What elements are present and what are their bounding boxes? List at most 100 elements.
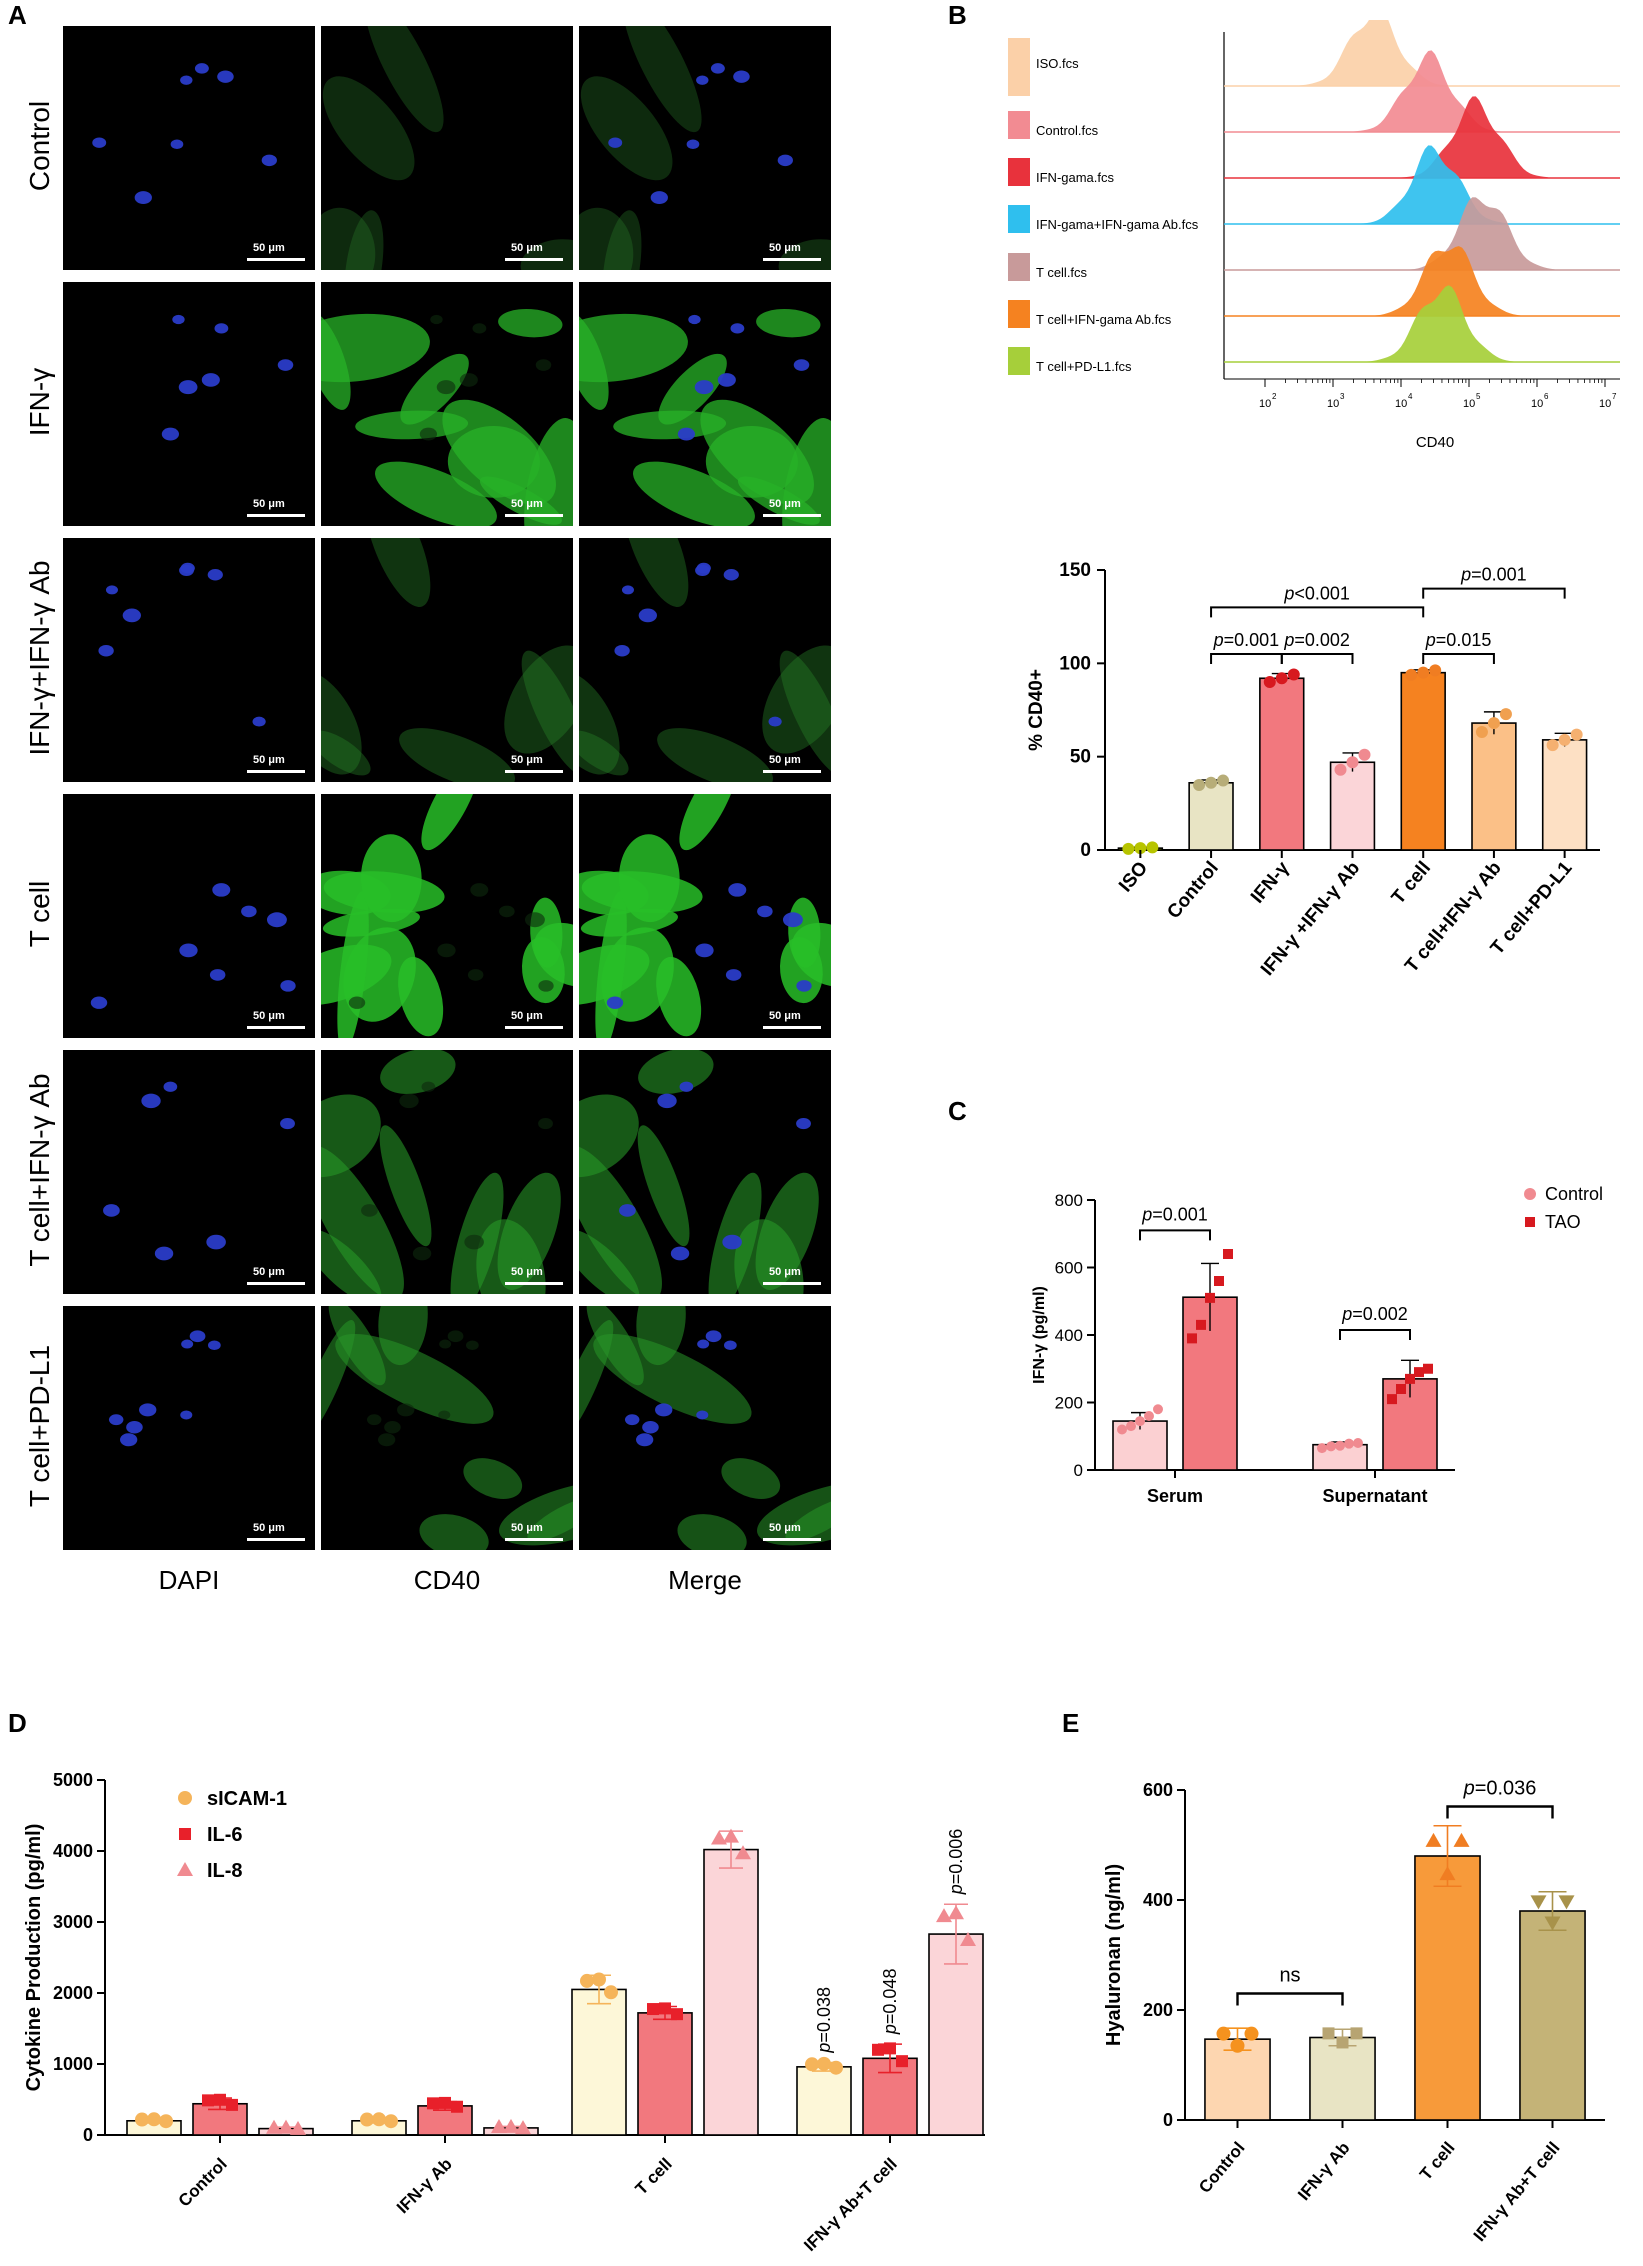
scale-bar-label: 50 μm xyxy=(769,498,801,510)
scale-bar-label: 50 μm xyxy=(769,242,801,254)
y-tick-label: 4000 xyxy=(53,1841,93,1861)
data-point xyxy=(1453,1832,1470,1847)
scale-bar-label: 50 μm xyxy=(511,1522,543,1534)
data-point xyxy=(372,2112,386,2127)
data-point xyxy=(711,1830,727,1845)
data-point xyxy=(647,2003,659,2016)
data-point xyxy=(1336,2036,1349,2049)
flow-tick-exponent: 2 xyxy=(1272,392,1277,401)
bar xyxy=(1309,2036,1376,2121)
flow-legend-label: ISO.fcs xyxy=(1036,56,1079,71)
flow-tick-label: 10 xyxy=(1259,398,1271,410)
data-point xyxy=(1244,2026,1259,2041)
data-point xyxy=(491,2119,507,2134)
legend-label-control: Control xyxy=(1545,1184,1603,1204)
panel-label-b: B xyxy=(948,0,967,30)
x-tick-label: T cell xyxy=(1388,858,1435,909)
scale-bar xyxy=(763,1282,821,1285)
data-point xyxy=(290,2120,306,2135)
legend-marker-tao xyxy=(1525,1217,1535,1227)
data-point xyxy=(266,2119,282,2134)
y-tick-label: 200 xyxy=(1055,1394,1083,1413)
x-tick-label: IFN-γ Ab xyxy=(1294,2138,1353,2204)
data-point xyxy=(1546,739,1559,752)
y-tick-label: 50 xyxy=(1070,747,1091,768)
data-point xyxy=(1396,1384,1406,1394)
data-point xyxy=(451,2100,463,2113)
bar xyxy=(1259,677,1305,851)
y-tick-label: 0 xyxy=(1074,1461,1083,1480)
cytokine-bar-chart: 0 1000 2000 3000 4000 5000 Cytokine Production… xyxy=(23,1770,985,2255)
data-point xyxy=(1205,776,1218,789)
scale-bar-label: 50 μm xyxy=(511,754,543,766)
row-label: T cell xyxy=(24,880,55,948)
scale-bar-label: 50 μm xyxy=(253,242,285,254)
dapi-image: 50 μm xyxy=(63,282,315,526)
x-tick-label: Control xyxy=(175,2154,231,2210)
scale-bar xyxy=(247,514,305,517)
data-point xyxy=(1558,733,1571,746)
scale-bar-label: 50 μm xyxy=(511,1010,543,1022)
y-axis-label: IFN-γ (pg/ml) xyxy=(1031,1286,1048,1384)
data-point xyxy=(1317,1443,1327,1454)
data-point xyxy=(1334,763,1347,776)
significance-bracket xyxy=(1446,1805,1554,1819)
panel-label-a: A xyxy=(8,0,27,30)
flow-legend-label: Control.fcs xyxy=(1036,123,1099,138)
scale-bar xyxy=(763,258,821,261)
y-tick-label: 800 xyxy=(1055,1191,1083,1210)
hyaluronan-bar-chart: 0 200 400 600 Hyaluronan (ng/ml) Control IFN-γ… xyxy=(1103,1778,1605,2245)
merge-image: 50 μm xyxy=(579,538,831,782)
legend-label: IL-6 xyxy=(207,1824,243,1846)
bar xyxy=(1414,1855,1481,2121)
data-point xyxy=(1223,1249,1233,1259)
p-value-tcell-vs-pdl1: p=0.001 xyxy=(1460,565,1527,585)
scale-bar xyxy=(763,1538,821,1541)
data-point xyxy=(427,2097,439,2110)
x-tick-label: Serum xyxy=(1147,1486,1203,1506)
scale-bar xyxy=(247,258,305,261)
x-tick-label: IFN-γ Ab+T cell xyxy=(1470,2138,1564,2245)
data-point xyxy=(1346,756,1359,769)
scale-bar-label: 50 μm xyxy=(253,1522,285,1534)
data-point xyxy=(884,2042,896,2055)
data-point xyxy=(936,1908,952,1923)
significance-bracket xyxy=(1339,1328,1411,1340)
flow-tick-label: 10 xyxy=(1395,398,1407,410)
data-point xyxy=(1135,1416,1145,1427)
data-point xyxy=(1499,708,1512,721)
scale-bar-label: 50 μm xyxy=(253,754,285,766)
y-tick-label: 150 xyxy=(1059,560,1091,581)
dapi-image: 50 μm xyxy=(63,26,315,270)
data-point xyxy=(671,2008,683,2021)
legend-label: sICAM-1 xyxy=(207,1788,287,1810)
flow-tick-exponent: 7 xyxy=(1612,392,1617,401)
p-value-sICAM-1: p=0.038 xyxy=(814,1987,834,2054)
data-point xyxy=(515,2120,531,2135)
y-tick-label: 1000 xyxy=(53,2054,93,2074)
y-tick-label: 400 xyxy=(1055,1326,1083,1345)
data-point xyxy=(1353,1438,1363,1448)
x-tick-label: T cell xyxy=(1416,2138,1458,2184)
data-point xyxy=(1287,668,1300,681)
flow-legend-swatch xyxy=(1008,205,1030,233)
y-tick-label: 100 xyxy=(1059,653,1091,674)
significance-bracket xyxy=(1280,653,1354,664)
p-value-serum: p=0.001 xyxy=(1141,1204,1208,1224)
row-label: IFN-γ+IFN-γ Ab xyxy=(24,560,55,756)
significance-bracket xyxy=(1236,1992,1344,2006)
scale-bar xyxy=(505,258,563,261)
data-point xyxy=(1230,2038,1245,2053)
ns-label: ns xyxy=(1279,1965,1300,1987)
bar xyxy=(1471,722,1517,851)
legend-marker xyxy=(178,1791,192,1805)
panel-label-c: C xyxy=(948,1096,967,1126)
x-tick-label: T cell xyxy=(632,2154,676,2198)
cd40-image: 50 μm xyxy=(321,538,573,782)
y-tick-label: 0 xyxy=(1163,2110,1173,2130)
data-point xyxy=(1570,728,1583,741)
flow-legend-swatch xyxy=(1008,38,1030,96)
flow-tick-label: 10 xyxy=(1463,398,1475,410)
significance-bracket xyxy=(1210,653,1283,664)
data-point xyxy=(1153,1404,1163,1415)
